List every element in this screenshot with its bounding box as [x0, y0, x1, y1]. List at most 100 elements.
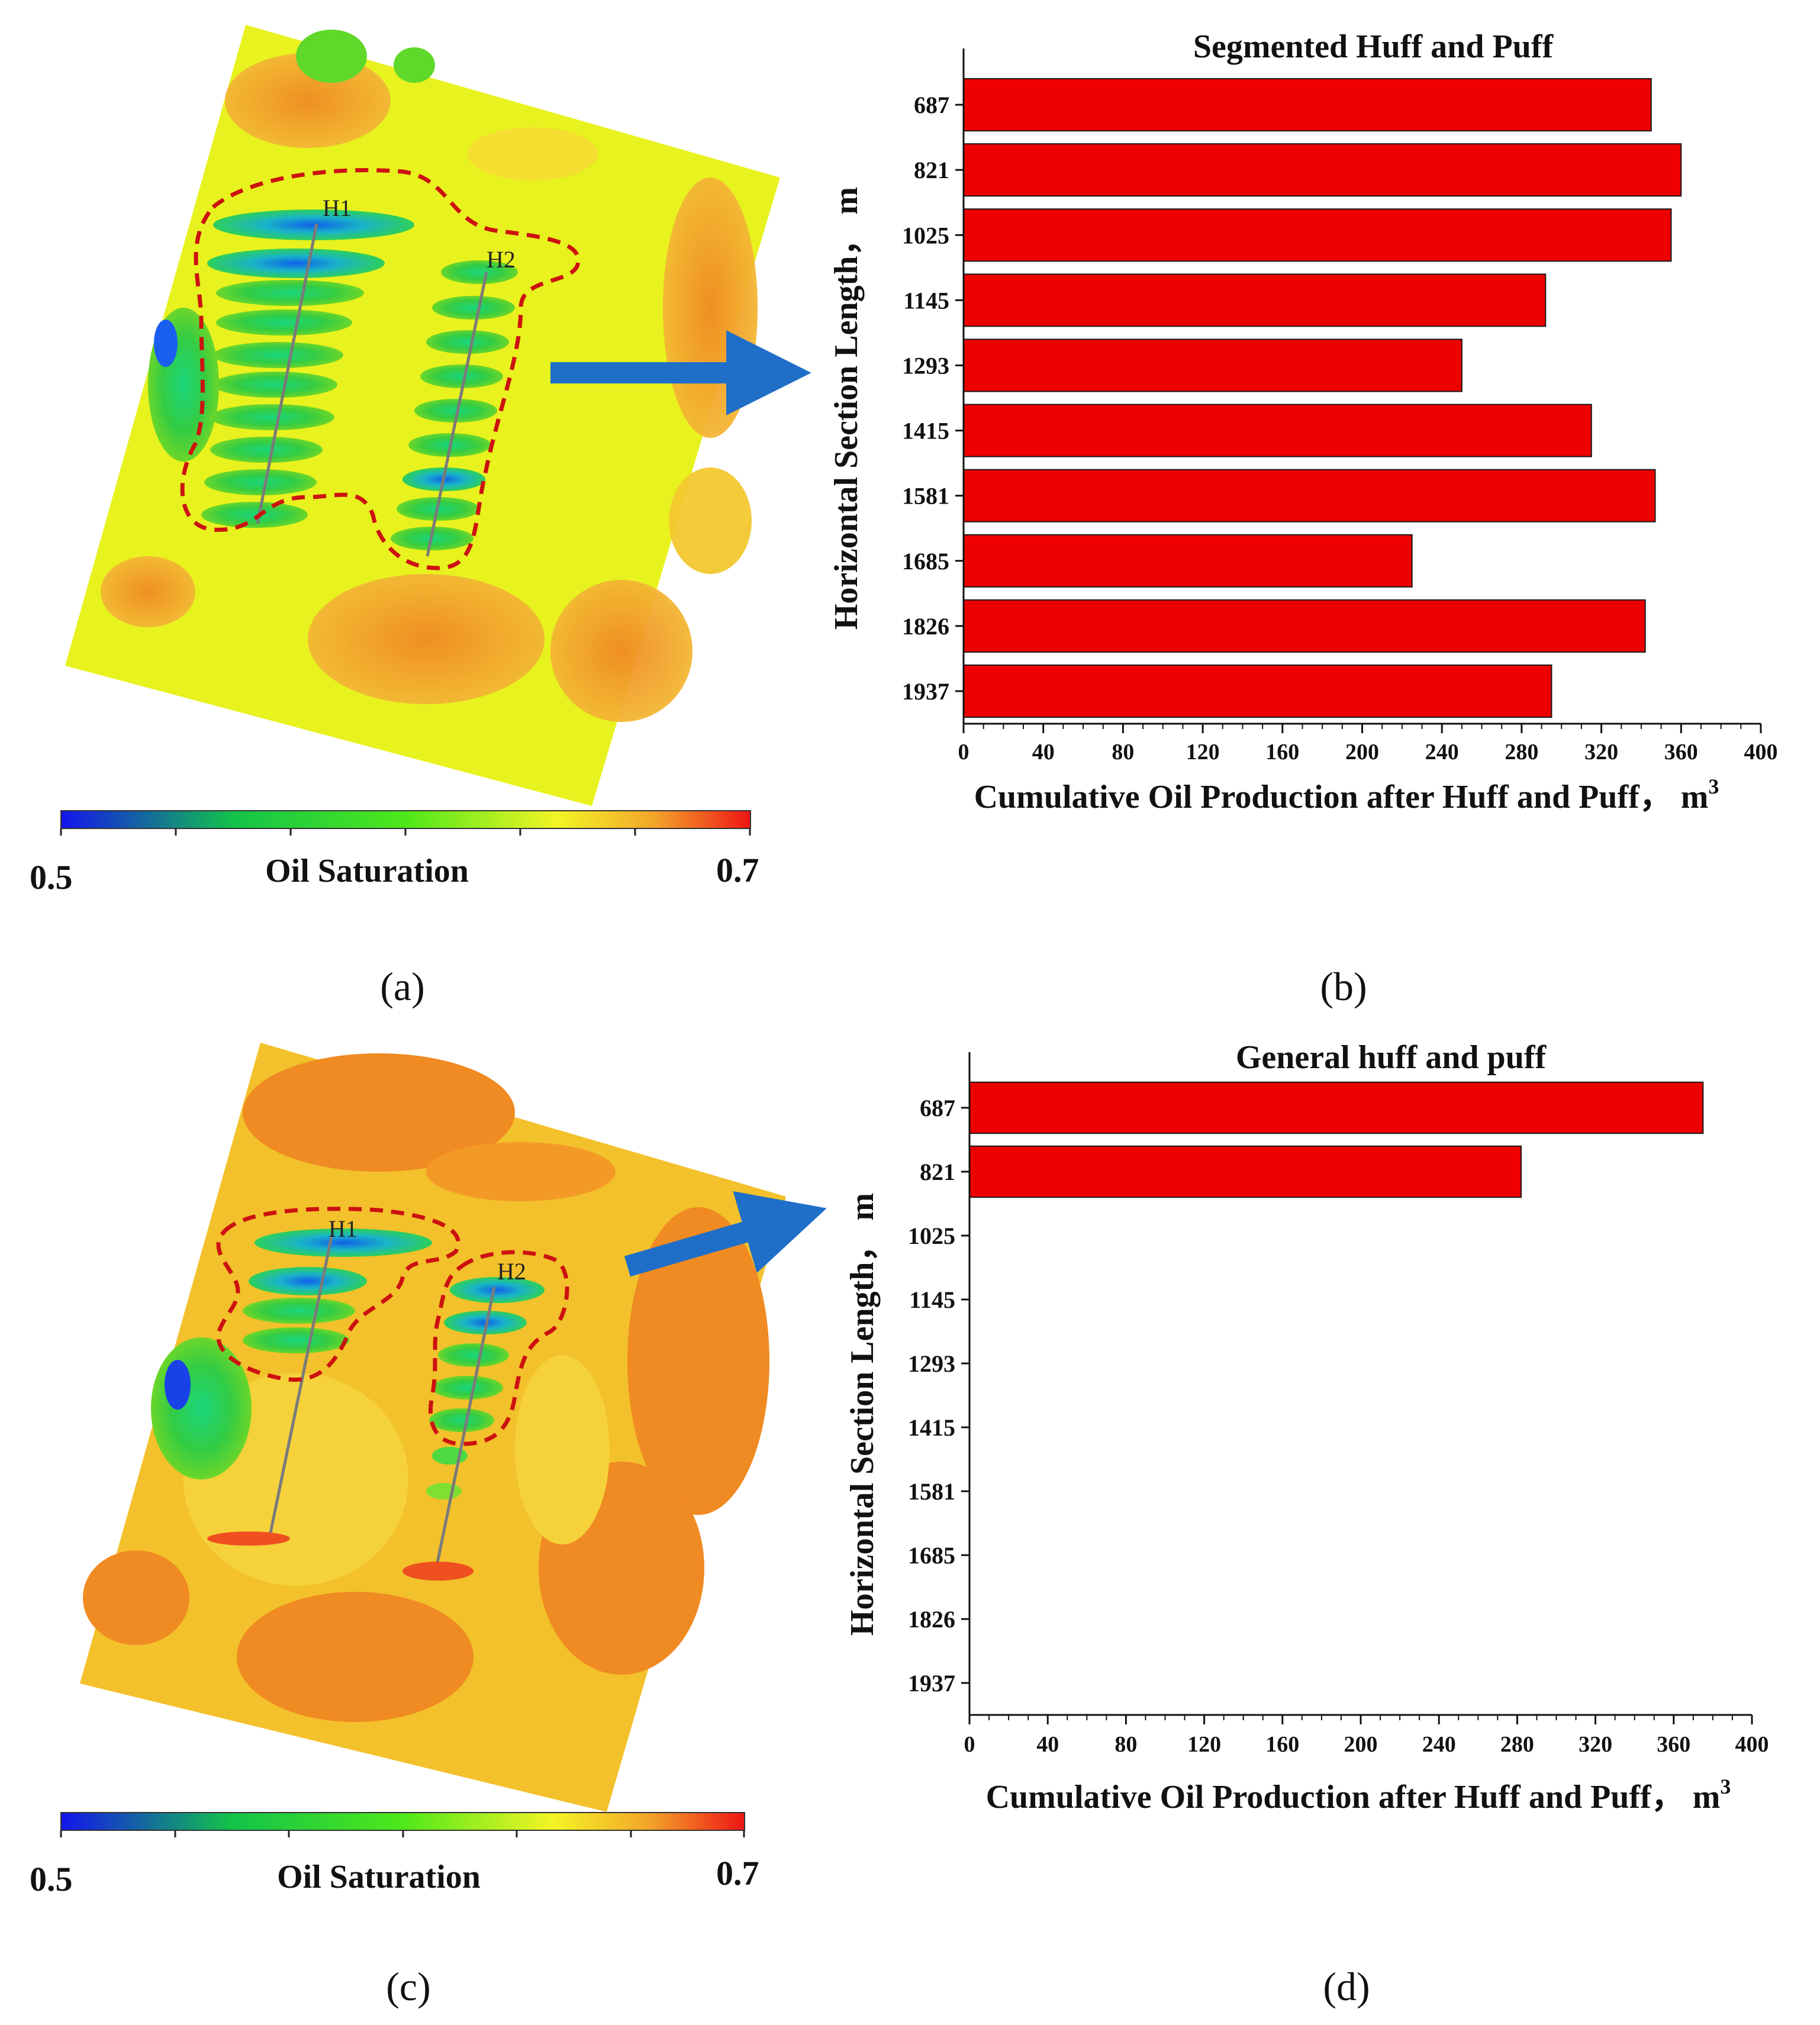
ytick-label-1415: 1415 — [902, 418, 949, 444]
chart-b-ylabel: Horizontal Section Length， m — [828, 187, 865, 630]
chart-b-xlabel-text: Cumulative Oil Production after Huff and… — [974, 779, 1709, 815]
panel-c-colorbar-ticks — [60, 1830, 745, 1837]
xtick-label-320: 320 — [1579, 1732, 1612, 1757]
bar-1145 — [963, 273, 1547, 327]
panel-a-label-h2: H2 — [487, 246, 516, 273]
xtick-label-0: 0 — [958, 740, 969, 765]
xtick-label-80: 80 — [1112, 740, 1134, 765]
panel-c-h2-toe — [402, 1562, 473, 1581]
panel-c-well-h1 — [268, 1236, 333, 1539]
panel-a-well-h1 — [256, 223, 318, 524]
panel-c-colorbar-min: 0.5 — [30, 1860, 73, 1898]
xtick-label-240: 240 — [1422, 1732, 1456, 1757]
chart-d: 687 821 1025 1145 1293 1415 1581 1685 1826 1937 0… — [844, 1039, 1769, 2009]
panel-c-colorbar-title: Oil Saturation — [277, 1859, 481, 1895]
chart-d-xlabel-sup: 3 — [1720, 1775, 1731, 1798]
panel-a-well-h2 — [426, 272, 488, 557]
panel-a-label-h1: H1 — [323, 195, 352, 221]
ytick-label-1293: 1293 — [902, 352, 949, 379]
ytick-label-1826: 1826 — [902, 613, 949, 640]
panel-a-colorbar-min: 0.5 — [30, 858, 73, 897]
panel-a-h1-fracture-zones — [201, 209, 414, 528]
panel-c-h2-outline — [428, 1250, 569, 1446]
panel-c-map: H1 H2 — [80, 1043, 827, 1812]
bar-687 — [969, 1081, 1704, 1134]
chart-b-bars — [963, 78, 1682, 718]
panel-c-colorbar: 0.5 Oil Saturation 0.7 — [30, 1812, 759, 1898]
xtick-label-160: 160 — [1265, 1732, 1299, 1757]
ytick-label-1685: 1685 — [908, 1542, 955, 1569]
panel-a-h1-outline — [180, 168, 581, 570]
chart-b-title: Segmented Huff and Puff — [1193, 28, 1554, 65]
ytick-label-1826: 1826 — [908, 1606, 955, 1633]
bar-1581 — [963, 469, 1656, 523]
xtick-label-400: 400 — [1735, 1732, 1769, 1757]
chart-b-xlabel-sup: 3 — [1708, 775, 1719, 798]
ytick-label-1415: 1415 — [908, 1414, 955, 1441]
xtick-label-240: 240 — [1425, 740, 1459, 765]
bar-1685 — [963, 534, 1413, 588]
xtick-label-80: 80 — [1114, 1732, 1137, 1757]
ytick-label-821: 821 — [920, 1159, 955, 1185]
xtick-label-360: 360 — [1664, 740, 1698, 765]
panel-a-colorbar-ticks — [60, 828, 751, 836]
bar-821 — [963, 143, 1682, 197]
xtick-label-320: 320 — [1584, 740, 1618, 765]
xtick-label-120: 120 — [1187, 1732, 1221, 1757]
xtick-label-400: 400 — [1744, 740, 1778, 765]
xtick-label-200: 200 — [1344, 1732, 1378, 1757]
xtick-label-360: 360 — [1657, 1732, 1690, 1757]
bar-687 — [963, 78, 1652, 132]
panel-c-arrow — [624, 1191, 827, 1277]
panel-c-h1-outline — [216, 1207, 460, 1382]
xtick-label-280: 280 — [1500, 1732, 1534, 1757]
ytick-label-1145: 1145 — [903, 287, 949, 314]
panel-b-caption: (b) — [1320, 964, 1367, 1009]
panel-a-colorbar-title: Oil Saturation — [265, 853, 469, 889]
ytick-label-1581: 1581 — [908, 1478, 955, 1505]
chart-b-xlabel: Cumulative Oil Production after Huff and… — [974, 775, 1719, 815]
chart-d-bars — [969, 1081, 1704, 1198]
panel-c-h1-toe — [207, 1531, 290, 1546]
panel-a-colorbar: 0.5 Oil Saturation 0.7 — [30, 810, 759, 897]
bar-1415 — [963, 404, 1592, 457]
chart-d-xticks: 0 40 80 120 160 200 240 280 320 360 400 — [964, 1715, 1769, 1757]
chart-b-yticks: 687 821 1025 1145 1293 1415 1581 1685 1826 1937 — [902, 92, 964, 705]
xtick-label-280: 280 — [1505, 740, 1538, 765]
ytick-label-1685: 1685 — [902, 548, 949, 575]
ytick-label-1293: 1293 — [908, 1350, 955, 1377]
panel-c-h1-fracture-zones — [243, 1228, 432, 1353]
ytick-label-687: 687 — [920, 1095, 955, 1121]
bar-1826 — [963, 599, 1646, 653]
chart-d-ylabel: Horizontal Section Length， m — [844, 1193, 881, 1636]
chart-d-xlabel-text: Cumulative Oil Production after Huff and… — [986, 1779, 1721, 1816]
bar-1937 — [963, 664, 1552, 718]
chart-b: 687 821 1025 1145 1293 1415 1581 1685 1826 1937 0… — [828, 28, 1778, 1009]
xtick-label-160: 160 — [1265, 740, 1299, 765]
ytick-label-1025: 1025 — [902, 222, 949, 249]
panel-a-colorbar-gradient — [60, 810, 751, 829]
panel-c-well-h2 — [433, 1286, 496, 1575]
panel-c-caption: (c) — [386, 1964, 430, 2009]
ytick-label-1937: 1937 — [902, 678, 949, 705]
chart-d-yticks: 687 821 1025 1145 1293 1415 1581 1685 1826 1937 — [908, 1095, 969, 1697]
ytick-label-1581: 1581 — [902, 483, 949, 510]
ytick-label-1937: 1937 — [908, 1670, 955, 1697]
bar-1025 — [963, 208, 1672, 262]
xtick-label-40: 40 — [1032, 740, 1055, 765]
xtick-label-200: 200 — [1345, 740, 1379, 765]
chart-b-xticks: 0 40 80 120 160 200 240 280 320 360 400 — [958, 724, 1778, 765]
ytick-label-687: 687 — [914, 92, 949, 118]
panel-a-colorbar-max: 0.7 — [716, 851, 759, 889]
chart-d-xlabel: Cumulative Oil Production after Huff and… — [986, 1775, 1731, 1816]
ytick-label-1025: 1025 — [908, 1223, 955, 1249]
bar-1293 — [963, 338, 1463, 392]
panel-d-caption: (d) — [1323, 1964, 1370, 2009]
xtick-label-0: 0 — [964, 1732, 975, 1757]
panel-a-map: H1 H2 — [65, 25, 811, 806]
chart-d-title: General huff and puff — [1236, 1039, 1547, 1076]
xtick-label-40: 40 — [1036, 1732, 1059, 1757]
panel-c-colorbar-max: 0.7 — [716, 1854, 759, 1892]
panel-c-left-green-zone — [151, 1337, 252, 1479]
